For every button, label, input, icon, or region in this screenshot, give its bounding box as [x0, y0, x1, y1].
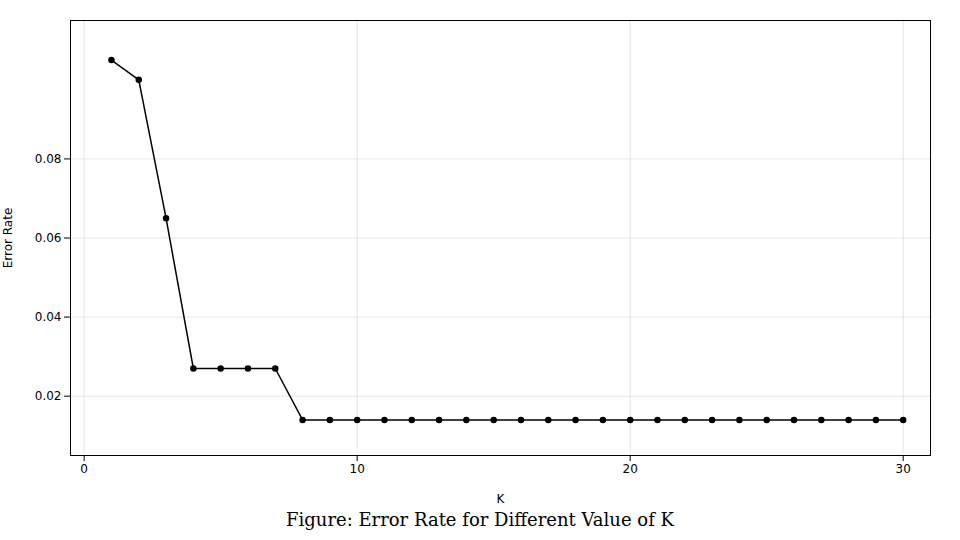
svg-text:0: 0 [80, 462, 88, 476]
svg-text:0.02: 0.02 [35, 389, 62, 403]
svg-text:30: 30 [896, 462, 911, 476]
svg-text:0.06: 0.06 [35, 231, 62, 245]
svg-text:0.08: 0.08 [35, 152, 62, 166]
svg-text:10: 10 [350, 462, 365, 476]
html-text:Figure: Error Rate for Differe: Figure: Error Rate for Different Value o… [286, 509, 674, 530]
svg-text:K: K [497, 492, 506, 506]
svg-text:Error Rate: Error Rate [1, 208, 15, 269]
svg-text:20: 20 [623, 462, 638, 476]
svg-text:0.04: 0.04 [35, 310, 62, 324]
